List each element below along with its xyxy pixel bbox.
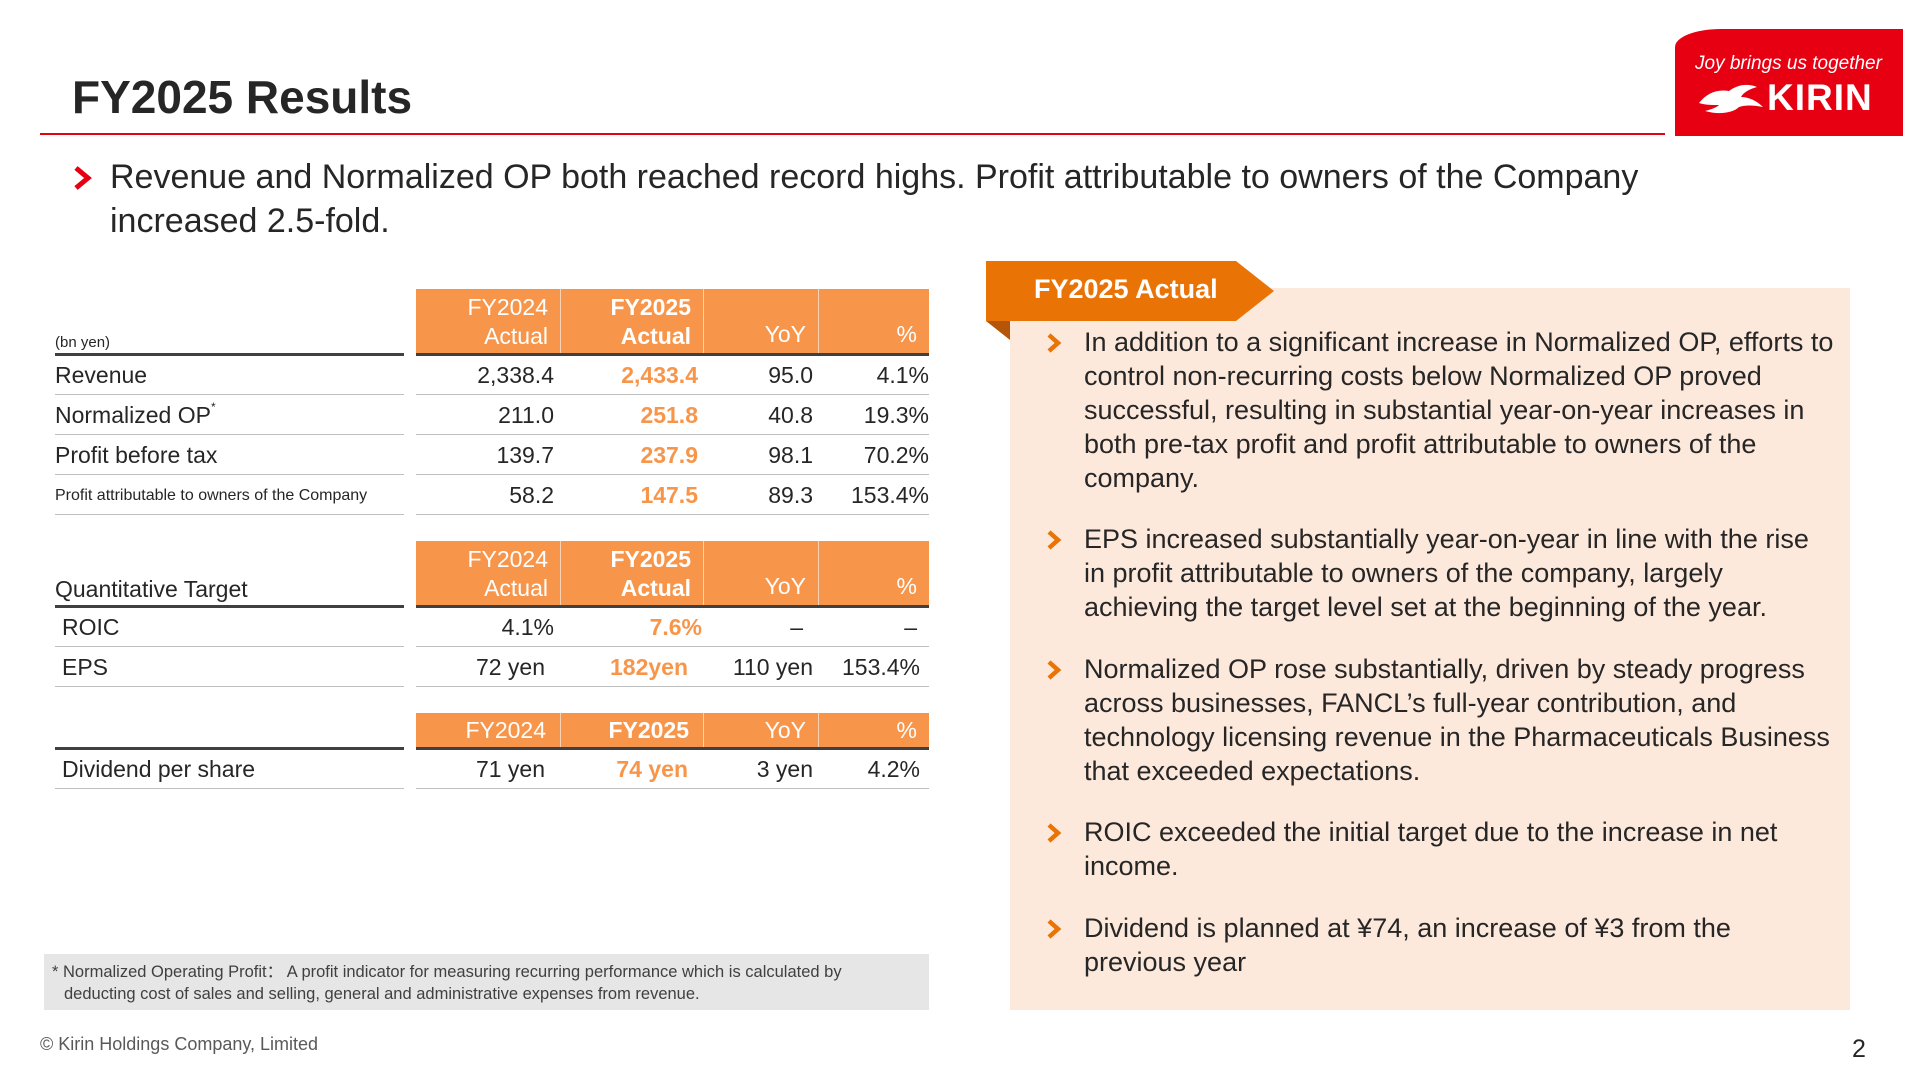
header-fy2024: FY2024 Actual xyxy=(416,289,560,355)
logo-tagline: Joy brings us together xyxy=(1695,53,1882,74)
footnote: * Normalized Operating Profit： A profit … xyxy=(44,954,929,1010)
row-label: Profit attributable to owners of the Com… xyxy=(55,487,368,504)
header-fy2025: FY2025 xyxy=(560,713,703,749)
cell-fy2025: 7.6% xyxy=(649,614,702,640)
header-rule xyxy=(416,605,929,608)
kirin-logo: Joy brings us together KIRIN xyxy=(1675,29,1903,136)
chevron-right-icon xyxy=(1047,530,1062,550)
chevron-right-icon xyxy=(1047,823,1062,843)
cell-fy2025: 2,433.4 xyxy=(621,362,698,388)
table-row: EPS 72 yen 182yen 110 yen 153.4% xyxy=(55,647,929,687)
header-fy2025: FY2025 Actual xyxy=(560,289,703,355)
quantitative-target-label: Quantitative Target xyxy=(55,576,248,602)
row-label: Normalized OP* xyxy=(55,400,216,428)
table-header: FY2024 FY2025 YoY % xyxy=(55,713,929,749)
footnote-line: * Normalized Operating Profit： A profit … xyxy=(52,963,842,981)
cell-fy2025: 182yen xyxy=(609,654,688,680)
header-fy2024: FY2024 xyxy=(416,713,560,749)
kirin-emblem-icon xyxy=(1699,84,1763,114)
cell-fy2025: 237.9 xyxy=(640,442,698,468)
dividend-table: FY2024 FY2025 YoY % Dividend per share 7… xyxy=(55,713,929,789)
chevron-right-icon xyxy=(1047,919,1062,939)
cell-fy2024: 71 yen xyxy=(475,756,545,782)
header-pct: % xyxy=(818,541,929,607)
header-rule xyxy=(416,353,929,356)
header-rule xyxy=(55,605,404,608)
table-row: Profit before tax 139.7 237.9 98.1 70.2% xyxy=(55,435,929,475)
financial-results-table: (bn yen) FY2024 Actual FY2025 Actual YoY %… xyxy=(55,289,929,515)
chevron-right-icon xyxy=(74,166,92,190)
summary-bullet: Normalized OP rose substantially, driven… xyxy=(1045,652,1835,788)
table-row: ROIC 4.1% 7.6% – – xyxy=(55,607,929,647)
table-row: Revenue 2,338.4 2,433.4 95.0 4.1% xyxy=(55,355,929,395)
header-rule xyxy=(416,747,929,750)
header-pct: % xyxy=(818,713,929,749)
cell-fy2024: 4.1% xyxy=(501,614,554,640)
cell-fy2024: 72 yen xyxy=(475,654,545,680)
cell-fy2024: 139.7 xyxy=(496,442,554,468)
cell-pct: 70.2% xyxy=(863,442,929,468)
footnote-line: deducting cost of sales and selling, gen… xyxy=(64,985,700,1003)
cell-pct: – xyxy=(904,614,917,640)
cell-pct: 4.1% xyxy=(876,362,929,388)
header-fy2025: FY2025 Actual xyxy=(560,541,703,607)
summary-bullet: Dividend is planned at ¥74, an increase … xyxy=(1045,911,1835,979)
cell-fy2024: 2,338.4 xyxy=(477,362,554,388)
row-label: Revenue xyxy=(55,362,148,388)
panel-tab-label: FY2025 Actual xyxy=(1034,274,1218,304)
table-row: Dividend per share 71 yen 74 yen 3 yen 4… xyxy=(55,749,929,789)
table-header: (bn yen) FY2024 Actual FY2025 Actual YoY % xyxy=(55,289,929,355)
header-yoy: YoY xyxy=(703,289,818,355)
cell-pct: 4.2% xyxy=(867,756,920,782)
panel-tab xyxy=(986,261,1274,340)
cell-pct: 19.3% xyxy=(863,402,929,428)
summary-bullet: EPS increased substantially year-on-year… xyxy=(1045,522,1835,624)
cell-yoy: 89.3 xyxy=(768,482,813,508)
headline: Revenue and Normalized OP both reached r… xyxy=(72,155,1772,243)
actual-summary-panel xyxy=(1010,288,1850,1010)
header-pct: % xyxy=(818,289,929,355)
cell-yoy: – xyxy=(790,614,803,640)
table-header: Quantitative Target FY2024 Actual FY2025 A… xyxy=(55,541,929,607)
header-rule xyxy=(55,747,404,750)
unit-label: (bn yen) xyxy=(55,334,111,351)
cell-yoy: 3 yen xyxy=(756,756,813,782)
summary-bullet: In addition to a significant increase in… xyxy=(1045,325,1835,495)
quantitative-target-table: Quantitative Target FY2024 Actual FY2025 A… xyxy=(55,541,929,687)
chevron-right-icon xyxy=(1047,333,1062,353)
header-yoy: YoY xyxy=(703,713,818,749)
chevron-right-icon xyxy=(1047,660,1062,680)
title-divider xyxy=(40,133,1665,135)
cell-yoy: 95.0 xyxy=(768,362,813,388)
header-fy2024: FY2024 Actual xyxy=(416,541,560,607)
row-label: EPS xyxy=(62,654,109,680)
copyright: © Kirin Holdings Company, Limited xyxy=(40,1034,319,1054)
page-title: FY2025 Results xyxy=(72,71,413,123)
row-label: ROIC xyxy=(62,614,120,640)
table-row: Profit attributable to owners of the Com… xyxy=(55,475,929,515)
cell-fy2025: 74 yen xyxy=(616,756,688,782)
summary-bullet: ROIC exceeded the initial target due to … xyxy=(1045,815,1835,883)
logo-brand: KIRIN xyxy=(1767,77,1873,118)
cell-yoy: 110 yen xyxy=(732,654,813,680)
row-label: Profit before tax xyxy=(55,442,218,468)
cell-yoy: 40.8 xyxy=(768,402,813,428)
row-label: Dividend per share xyxy=(62,756,256,782)
headline-text: Revenue and Normalized OP both reached r… xyxy=(110,158,1639,240)
cell-fy2025: 147.5 xyxy=(640,482,698,508)
table-row: Normalized OP* 211.0 251.8 40.8 19.3% xyxy=(55,395,929,435)
cell-fy2024: 211.0 xyxy=(498,402,554,428)
cell-pct: 153.4% xyxy=(850,482,929,508)
cell-pct: 153.4% xyxy=(841,654,920,680)
page-number: 2 xyxy=(1852,1035,1866,1063)
header-yoy: YoY xyxy=(703,541,818,607)
cell-fy2025: 251.8 xyxy=(640,402,698,428)
cell-yoy: 98.1 xyxy=(768,442,813,468)
header-rule xyxy=(55,353,404,356)
cell-fy2024: 58.2 xyxy=(509,482,554,508)
